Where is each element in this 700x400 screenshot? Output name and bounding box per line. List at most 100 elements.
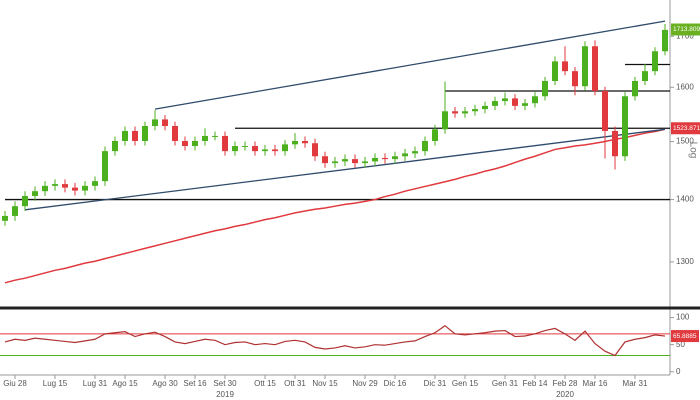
candle-body bbox=[332, 161, 338, 164]
trendline bbox=[154, 20, 666, 110]
candle-body bbox=[192, 140, 198, 147]
candle-body bbox=[172, 125, 178, 141]
y-tick-label: 100 bbox=[676, 313, 690, 322]
candle-body bbox=[472, 109, 478, 112]
candle-body bbox=[482, 105, 488, 110]
year-label: 2019 bbox=[216, 390, 234, 399]
candle-body bbox=[462, 111, 468, 114]
candle-body bbox=[622, 96, 628, 157]
candle-body bbox=[142, 125, 148, 141]
axis-label: Log bbox=[687, 142, 698, 159]
x-tick-label: Ago 30 bbox=[152, 379, 178, 388]
year-label: 2020 bbox=[556, 390, 574, 399]
candle-body bbox=[222, 135, 228, 152]
x-tick-label: Feb 14 bbox=[523, 379, 548, 388]
candle-body bbox=[542, 80, 548, 97]
candle-body bbox=[522, 103, 528, 106]
x-tick-label: Lug 31 bbox=[83, 379, 108, 388]
candle-body bbox=[242, 146, 248, 148]
candle-body bbox=[432, 129, 438, 141]
candle-body bbox=[262, 149, 268, 152]
x-tick-label: Ott 31 bbox=[284, 379, 306, 388]
candle-body bbox=[572, 71, 578, 87]
moving-average bbox=[4, 128, 666, 284]
candle-body bbox=[662, 29, 668, 52]
candle-body bbox=[302, 140, 308, 144]
value-tag-label: 65.8885 bbox=[673, 333, 697, 340]
x-tick-label: Ott 15 bbox=[254, 379, 276, 388]
x-tick-label: Gen 15 bbox=[452, 379, 479, 388]
candle-body bbox=[562, 61, 568, 72]
candle-body bbox=[182, 140, 188, 147]
candle-body bbox=[162, 119, 168, 126]
candle-body bbox=[442, 111, 448, 130]
candle-body bbox=[322, 156, 328, 164]
candle-body bbox=[362, 161, 368, 164]
candle-body bbox=[92, 181, 98, 186]
price-tag bbox=[671, 122, 700, 135]
candle-body bbox=[102, 151, 108, 182]
candle-body bbox=[382, 157, 388, 160]
x-tick-label: Set 16 bbox=[183, 379, 207, 388]
candle-body bbox=[272, 149, 278, 152]
x-tick-label: Giu 28 bbox=[3, 379, 27, 388]
x-tick-label: Feb 28 bbox=[553, 379, 578, 388]
candle-body bbox=[232, 146, 238, 152]
x-tick-label: Lug 15 bbox=[43, 379, 68, 388]
candle-body bbox=[422, 140, 428, 152]
x-tick-label: Ago 15 bbox=[112, 379, 138, 388]
candle-body bbox=[402, 153, 408, 157]
price-tag-label: 1523.8719 bbox=[673, 125, 700, 132]
candle-body bbox=[632, 80, 638, 97]
candle-body bbox=[252, 146, 258, 152]
candle-body bbox=[592, 46, 598, 91]
candle-body bbox=[612, 130, 618, 157]
y-tick-label: 1300 bbox=[676, 257, 694, 266]
candle-body bbox=[602, 90, 608, 131]
candle-body bbox=[512, 98, 518, 106]
price-tag-label: 1713.8099 bbox=[673, 26, 700, 33]
x-tick-label: Dic 31 bbox=[424, 379, 447, 388]
y-tick-label: 1500 bbox=[676, 137, 694, 146]
candle-body bbox=[392, 156, 398, 160]
candle-body bbox=[412, 151, 418, 154]
candle-body bbox=[42, 185, 48, 192]
candle-body bbox=[552, 61, 558, 81]
candle-body bbox=[502, 98, 508, 102]
candle-body bbox=[32, 191, 38, 196]
candle-body bbox=[532, 96, 538, 104]
candle-body bbox=[372, 157, 378, 162]
candle-body bbox=[292, 140, 298, 145]
candle-body bbox=[62, 184, 68, 188]
candle-body bbox=[452, 111, 458, 114]
x-tick-label: Nov 29 bbox=[352, 379, 378, 388]
x-tick-label: Set 30 bbox=[213, 379, 237, 388]
candle-body bbox=[22, 195, 28, 207]
candle-body bbox=[112, 140, 118, 152]
candle-body bbox=[122, 130, 128, 141]
y-tick-label: 0 bbox=[676, 367, 681, 376]
candle-body bbox=[82, 185, 88, 191]
candle-body bbox=[342, 159, 348, 162]
candle-body bbox=[582, 46, 588, 87]
candle-body bbox=[212, 135, 218, 137]
y-tick-label: 1600 bbox=[676, 82, 694, 91]
x-tick-label: Nov 15 bbox=[312, 379, 338, 388]
candle-body bbox=[352, 159, 358, 164]
candle-body bbox=[12, 206, 18, 216]
trendline bbox=[24, 128, 666, 211]
candle-body bbox=[2, 215, 8, 221]
candle-body bbox=[312, 143, 318, 157]
candle-body bbox=[282, 144, 288, 152]
candle-body bbox=[492, 101, 498, 106]
candle-body bbox=[652, 51, 658, 72]
candle-body bbox=[72, 187, 78, 191]
candle-body bbox=[642, 71, 648, 81]
x-tick-label: Dic 16 bbox=[384, 379, 407, 388]
x-tick-label: Mar 31 bbox=[623, 379, 648, 388]
y-tick-label: 1400 bbox=[676, 195, 694, 204]
candle-body bbox=[52, 184, 58, 186]
candle-body bbox=[152, 119, 158, 126]
x-tick-label: Mar 16 bbox=[583, 379, 608, 388]
